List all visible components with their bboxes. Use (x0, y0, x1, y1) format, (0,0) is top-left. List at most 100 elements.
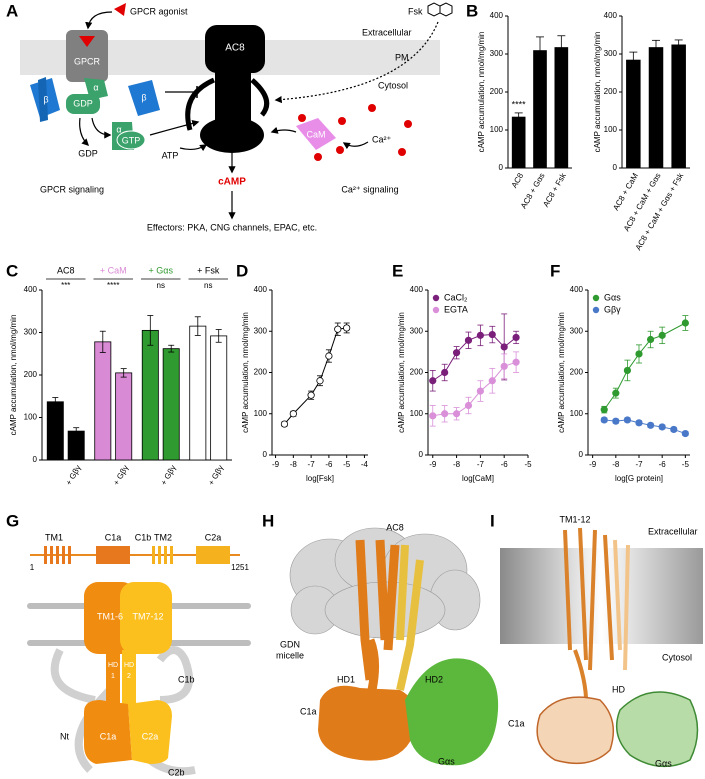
y-axis-label: cAMP accumulation, nmol/mg/min (9, 315, 18, 436)
helices (563, 527, 614, 721)
label: AC8 (386, 522, 404, 532)
point (600, 406, 608, 414)
panel-a: GPCR agonist Fsk Extracellular PM Cytoso… (20, 2, 453, 232)
y-tick-label: 0 (613, 163, 618, 172)
point (670, 425, 678, 434)
calcium (314, 153, 322, 161)
x-tick-label: -9 (589, 460, 597, 469)
panel-label: E (392, 261, 403, 280)
point (476, 331, 484, 339)
bar (671, 44, 686, 168)
point (635, 350, 643, 358)
y-tick-label: 300 (254, 326, 268, 335)
label: HD (612, 684, 625, 694)
x-tick-label: -8 (612, 460, 620, 469)
annotation: ns (204, 281, 212, 290)
series-line (284, 327, 347, 425)
c1a-density (318, 685, 416, 761)
y-tick-label: 400 (410, 285, 424, 294)
legend-marker (592, 294, 600, 302)
legend-marker (592, 306, 600, 314)
legend-marker (432, 306, 440, 314)
label: TM1-12 (559, 514, 590, 524)
ac8-loop (250, 78, 270, 117)
helices (613, 539, 630, 671)
bar (115, 372, 133, 461)
y-tick-label: 100 (410, 409, 424, 418)
label: 2 (127, 673, 131, 680)
arrow (79, 117, 90, 147)
point (635, 419, 643, 427)
point (429, 412, 437, 420)
point (612, 417, 620, 425)
y-tick-label: 0 (33, 455, 38, 464)
group-label: + Gαs (149, 265, 174, 275)
y-tick-label: 0 (499, 163, 504, 172)
x-tick-label: -5 (682, 460, 690, 469)
label: TM7-12 (132, 611, 163, 621)
x-tick-label: -8 (453, 460, 461, 469)
c2a-domain (196, 546, 230, 564)
x-tick-label: -7 (308, 460, 316, 469)
annotation: **** (512, 99, 527, 109)
point (500, 343, 508, 351)
legend-label: EGTA (444, 304, 468, 314)
label: α (93, 82, 98, 92)
y-tick-label: 100 (24, 413, 38, 422)
point (343, 324, 351, 332)
label: HD (124, 662, 134, 669)
y-tick-label: 100 (490, 125, 504, 134)
label: C1a (105, 532, 122, 542)
c1a-ribbon (536, 696, 615, 765)
label: TM1-6 (97, 611, 123, 621)
ac8-hd (215, 68, 251, 128)
arrow (270, 126, 297, 134)
point (307, 391, 315, 399)
tm2-helices (152, 546, 173, 564)
cam (296, 118, 336, 150)
membrane (500, 548, 703, 644)
y-tick-label: 200 (24, 370, 38, 379)
panel-g: TM1 C1a C1b TM2 C2a 1 1251 TM1-6 TM7-12 … (27, 532, 251, 777)
label: GTP (122, 135, 141, 145)
gpcr (66, 30, 108, 82)
y-tick-label: 400 (24, 285, 38, 294)
panel-label: C (6, 261, 18, 280)
bar (511, 116, 526, 168)
group-label: + Fsk (197, 265, 220, 275)
agonist-icon (114, 3, 126, 16)
arrow (274, 21, 439, 104)
bar (648, 47, 664, 168)
point (646, 335, 655, 344)
label: Ca²⁺ signaling (341, 184, 398, 194)
x-tick-label: AC8 (510, 171, 526, 189)
label: C2a (205, 532, 222, 542)
x-tick-label: -5 (343, 460, 351, 469)
label: C1a (300, 706, 317, 716)
label: 1 (111, 673, 115, 680)
x-tick-label: -6 (659, 460, 667, 469)
y-tick-label: 300 (410, 326, 424, 335)
point (441, 410, 449, 418)
gas-density (405, 658, 499, 766)
x-axis-label: log[CaM] (462, 474, 494, 483)
y-tick-label: 400 (490, 11, 504, 20)
label: GPCR signaling (40, 184, 104, 194)
point (452, 349, 461, 357)
y-tick-label: 300 (24, 328, 38, 337)
point (623, 366, 632, 375)
panel-label: B (466, 1, 478, 20)
label: C2b (168, 767, 185, 777)
point (681, 319, 689, 327)
point (488, 377, 496, 385)
point (289, 410, 297, 418)
ac8-loop (185, 77, 216, 131)
x-tick-label: -9 (429, 460, 437, 469)
x-tick-label: + Gβγ (159, 464, 178, 487)
x-tick-label: -7 (477, 460, 485, 469)
annotation: **** (107, 281, 119, 290)
label: Extracellular (362, 27, 412, 37)
legend-label: CaCl₂ (444, 292, 468, 302)
x-tick-label: -6 (325, 460, 333, 469)
panel-label: F (550, 261, 560, 280)
